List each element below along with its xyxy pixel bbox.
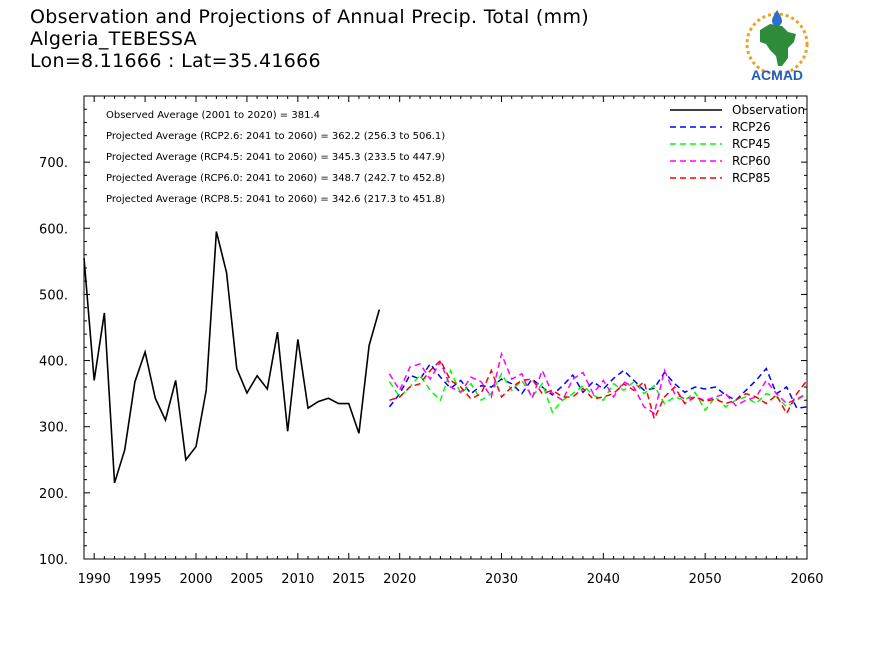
y-axis-labels: 100. 200. 300. 400. 500. 600. 700. bbox=[39, 156, 68, 568]
africa-shape-icon bbox=[760, 24, 796, 66]
x-axis-labels: 1990 1995 2000 2005 2010 2015 2020 2030 2040 2050… bbox=[78, 572, 824, 587]
x-tick-label: 1995 bbox=[129, 572, 162, 587]
x-tick-label: 2030 bbox=[485, 572, 518, 587]
series-lines bbox=[83, 231, 808, 484]
legend-label-rcp45: RCP45 bbox=[732, 137, 771, 151]
y-tick-label: 700. bbox=[39, 156, 68, 171]
legend: Observation RCP26 RCP45 RCP60 RCP85 bbox=[670, 103, 805, 185]
x-tick-label: 2000 bbox=[179, 572, 212, 587]
sun-rays-icon bbox=[745, 12, 809, 76]
logo-text: ACMAD bbox=[751, 67, 803, 83]
y-tick-label: 600. bbox=[39, 222, 68, 237]
annotation-line: Projected Average (RCP4.5: 2041 to 2060)… bbox=[106, 152, 445, 163]
annotation-line: Projected Average (RCP2.6: 2041 to 2060)… bbox=[106, 131, 445, 142]
chart-title-block: Observation and Projections of Annual Pr… bbox=[30, 6, 589, 72]
x-tick-label: 2010 bbox=[281, 572, 314, 587]
africa-map-logo-icon: ACMAD bbox=[745, 10, 809, 83]
annotation-line: Projected Average (RCP8.5: 2041 to 2060)… bbox=[106, 194, 445, 205]
y-tick-label: 100. bbox=[39, 553, 68, 568]
x-tick-label: 2005 bbox=[230, 572, 263, 587]
y-tick-label: 200. bbox=[39, 487, 68, 502]
annotation-line: Observed Average (2001 to 2020) = 381.4 bbox=[106, 110, 320, 121]
plot-frame bbox=[83, 95, 808, 560]
y-tick-label: 500. bbox=[39, 288, 68, 303]
y-tick-label: 400. bbox=[39, 355, 68, 370]
y-tick-label: 300. bbox=[39, 421, 68, 436]
chart-title: Observation and Projections of Annual Pr… bbox=[30, 6, 589, 28]
x-tick-label: 1990 bbox=[78, 572, 111, 587]
x-tick-label: 2040 bbox=[587, 572, 620, 587]
series-line-rcp60 bbox=[388, 351, 808, 415]
legend-label-rcp85: RCP85 bbox=[732, 171, 771, 185]
annotation-line: Projected Average (RCP6.0: 2041 to 2060)… bbox=[106, 173, 445, 184]
station-name: Algeria_TEBESSA bbox=[30, 28, 197, 50]
water-drop-icon bbox=[772, 10, 782, 26]
series-line-rcp85 bbox=[389, 359, 808, 421]
x-tick-label: 2050 bbox=[689, 572, 722, 587]
legend-label-observation: Observation bbox=[732, 103, 805, 117]
axis-ticks bbox=[83, 95, 808, 560]
station-coordinates: Lon=8.11666 : Lat=35.41666 bbox=[30, 50, 321, 72]
x-tick-label: 2060 bbox=[790, 572, 823, 587]
x-tick-label: 2015 bbox=[332, 572, 365, 587]
annotation-block: Observed Average (2001 to 2020) = 381.4 P… bbox=[106, 110, 445, 205]
series-line-observation bbox=[83, 231, 381, 484]
legend-label-rcp26: RCP26 bbox=[732, 120, 771, 134]
legend-label-rcp60: RCP60 bbox=[732, 154, 771, 168]
x-tick-label: 2020 bbox=[383, 572, 416, 587]
